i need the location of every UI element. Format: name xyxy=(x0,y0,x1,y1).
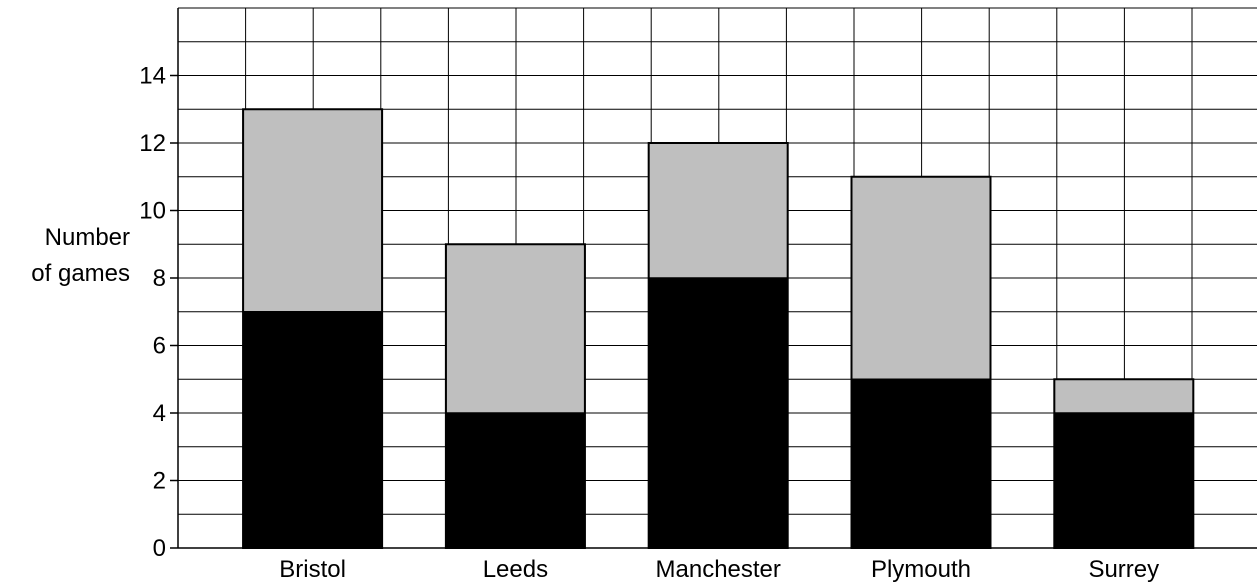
y-tick-label: 8 xyxy=(153,265,166,292)
bar-segment-manchester-0 xyxy=(647,277,789,549)
bar-segment-leeds-1 xyxy=(445,243,586,414)
x-category-label: Bristol xyxy=(279,556,346,583)
bar-segment-surrey-0 xyxy=(1053,412,1195,549)
y-tick-label: 14 xyxy=(139,63,166,90)
bar-segment-bristol-1 xyxy=(242,108,383,313)
x-category-label: Manchester xyxy=(656,556,781,583)
y-tick-label: 2 xyxy=(153,468,166,495)
y-tick-label: 4 xyxy=(153,400,166,427)
y-tick-label: 0 xyxy=(153,535,166,562)
chart-bars xyxy=(242,108,1195,549)
y-tick-label: 12 xyxy=(139,130,166,157)
bar-segment-plymouth-0 xyxy=(850,378,992,549)
bar-segment-plymouth-1 xyxy=(850,176,992,380)
y-axis-label-line: of games xyxy=(31,260,130,287)
bar-segment-surrey-1 xyxy=(1053,378,1195,414)
x-category-label: Plymouth xyxy=(871,556,971,583)
bar-segment-leeds-0 xyxy=(445,412,586,549)
y-tick-labels: 0 2 4 6 8 10 12 14 xyxy=(139,63,178,562)
x-category-label: Leeds xyxy=(483,556,548,583)
bar-segment-manchester-1 xyxy=(647,142,789,279)
x-category-labels: Bristol Leeds Manchester Plymouth Surrey xyxy=(279,556,1159,583)
y-tick-label: 6 xyxy=(153,333,166,360)
x-category-label: Surrey xyxy=(1088,556,1159,583)
bar-segment-bristol-0 xyxy=(242,311,383,549)
y-axis-label: Number of games xyxy=(31,224,130,287)
y-axis-label-line: Number xyxy=(45,224,130,251)
y-tick-label: 10 xyxy=(139,198,166,225)
